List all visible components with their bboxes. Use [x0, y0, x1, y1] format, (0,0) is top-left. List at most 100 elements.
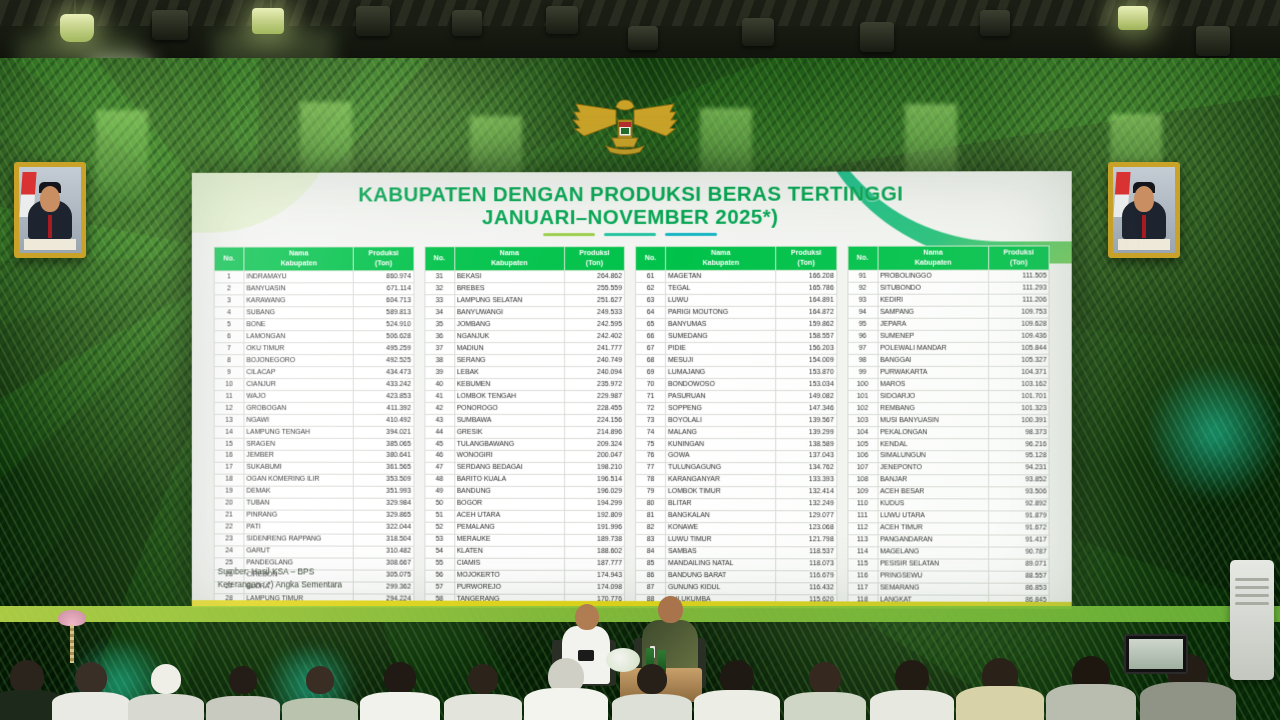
- table-row: 20 TUBAN 329.984: [214, 497, 414, 511]
- slide-title-line1: KABUPATEN DENGAN PRODUKSI BERAS TERTINGG…: [358, 182, 904, 207]
- audience-member: [206, 666, 280, 720]
- table-cell-nm: REMBANG: [877, 402, 989, 415]
- table-cell-no: 57: [424, 581, 455, 594]
- table-cell-pr: 196.514: [564, 474, 625, 487]
- table-row: 82 KONAWE 123.068: [635, 522, 837, 535]
- table-cell-nm: BANYUASIN: [243, 282, 354, 295]
- audience-member: [444, 664, 522, 720]
- table-cell-nm: BANGKALAN: [665, 510, 777, 523]
- table-cell-no: 41: [424, 390, 455, 403]
- table-row: 70 BONDOWOSO 153.034: [635, 378, 837, 391]
- table-cell-no: 65: [635, 318, 666, 331]
- stage-spotlight: [546, 6, 578, 34]
- table-cell-nm: PASURUAN: [665, 390, 777, 403]
- audience-shoulders: [870, 690, 954, 720]
- audience-member: [612, 664, 692, 720]
- ac-louver: [1235, 578, 1269, 581]
- lamp-pole: [70, 625, 74, 663]
- production-table-block-0: No. Nama Kabupaten Produksi (Ton) 1 INDRAMA…: [214, 246, 414, 609]
- spotlight-stem: [270, 0, 272, 12]
- table-row: 1 INDRAMAYU 860.974: [214, 270, 414, 284]
- table-cell-no: 50: [424, 498, 455, 511]
- table-cell-no: 81: [635, 510, 666, 523]
- table-cell-pr: 318.504: [353, 533, 414, 546]
- table-cell-nm: KENDAL: [877, 438, 989, 451]
- table-cell-no: 16: [214, 450, 244, 463]
- table-row: 7 OKU TIMUR 495.259: [214, 342, 414, 355]
- table-row: 45 TULANGBAWANG 209.324: [424, 438, 625, 451]
- table-row: 9 CILACAP 434.473: [214, 366, 414, 379]
- underbar: [543, 232, 596, 237]
- table-row: 113 PANGANDARAN 91.417: [847, 534, 1050, 547]
- table-cell-no: 112: [847, 522, 878, 535]
- table-cell-no: 8: [214, 354, 244, 367]
- table-cell-no: 86: [635, 570, 666, 583]
- table-row: 75 KUNINGAN 138.589: [635, 438, 837, 451]
- table-cell-nm: KEDIRI: [877, 294, 989, 307]
- stage-spotlight: [1196, 26, 1230, 56]
- table-cell-no: 11: [214, 390, 244, 403]
- table-cell-nm: GRESIK: [454, 426, 565, 439]
- table-cell-pr: 105.844: [988, 342, 1050, 355]
- table-cell-nm: INDRAMAYU: [243, 270, 354, 283]
- table-row: 40 KEBUMEN 235.972: [424, 378, 625, 391]
- table-cell-pr: 229.987: [564, 390, 625, 403]
- table-cell-no: 113: [847, 534, 878, 547]
- table-cell-no: 5: [214, 318, 244, 331]
- spotlight-stem: [74, 0, 76, 18]
- table-cell-pr: 158.557: [776, 330, 837, 343]
- portrait-nameplate: [1117, 239, 1171, 251]
- audience-head: [306, 666, 334, 694]
- table-cell-pr: 111.293: [988, 282, 1050, 295]
- table-row: 84 SAMBAS 118.537: [635, 546, 837, 559]
- table-cell-no: 13: [214, 414, 244, 427]
- table-cell-pr: 93.852: [988, 474, 1050, 487]
- table-row: 38 SERANG 240.749: [424, 354, 625, 367]
- table-cell-nm: JEPARA: [877, 318, 989, 331]
- table-cell-no: 37: [424, 342, 455, 355]
- table-cell-no: 103: [847, 414, 878, 427]
- audience-member: [360, 658, 440, 720]
- table-cell-no: 80: [635, 498, 666, 511]
- table-row: 51 ACEH UTARA 192.809: [424, 510, 625, 523]
- table-row: 101 SIDOARJO 101.701: [847, 390, 1050, 403]
- table-cell-nm: MANDAILING NATAL: [665, 558, 777, 571]
- table-cell-pr: 100.391: [988, 414, 1050, 427]
- table-cell-pr: 93.506: [988, 486, 1050, 499]
- table-row: 83 LUWU TIMUR 121.798: [635, 534, 837, 547]
- table-cell-nm: LOMBOK TIMUR: [665, 486, 777, 499]
- table-cell-pr: 308.667: [353, 557, 414, 570]
- table-cell-pr: 495.259: [353, 342, 414, 355]
- stage-spotlight: [742, 18, 774, 46]
- table-cell-no: 49: [424, 486, 455, 499]
- table-cell-no: 62: [635, 282, 666, 295]
- table-cell-pr: 411.392: [353, 402, 414, 415]
- col-header-no: No.: [847, 246, 878, 271]
- table-cell-no: 109: [847, 486, 878, 499]
- table-cell-nm: BOGOR: [454, 498, 565, 511]
- table-cell-nm: BONE: [243, 318, 354, 331]
- table-cell-nm: TULANGBAWANG: [454, 438, 565, 451]
- audience-shoulders: [128, 694, 204, 720]
- table-cell-no: 115: [847, 558, 878, 571]
- table-cell-pr: 410.492: [353, 414, 414, 427]
- table-cell-nm: SUBANG: [243, 306, 354, 319]
- audience-head: [229, 666, 257, 694]
- table-cell-pr: 109.628: [988, 318, 1050, 331]
- table-cell-pr: 164.891: [776, 294, 837, 307]
- table-row: 32 BREBES 255.559: [424, 282, 625, 295]
- stage-spotlight: [452, 10, 482, 36]
- table-cell-no: 82: [635, 522, 666, 535]
- table-cell-no: 20: [214, 497, 244, 510]
- portrait-head: [1134, 185, 1154, 212]
- stage-glow: [1150, 358, 1280, 508]
- table-cell-nm: KARAWANG: [243, 294, 354, 307]
- table-cell-pr: 251.627: [564, 294, 625, 307]
- table-row: 14 LAMPUNG TENGAH 394.021: [214, 426, 414, 439]
- table-cell-pr: 101.323: [988, 402, 1050, 415]
- table-cell-pr: 361.565: [353, 462, 414, 475]
- portrait-tie: [1141, 215, 1147, 238]
- table-cell-nm: GARUT: [243, 545, 354, 558]
- table-row: 22 PATI 322.044: [214, 521, 414, 534]
- speaker-head: [575, 604, 599, 630]
